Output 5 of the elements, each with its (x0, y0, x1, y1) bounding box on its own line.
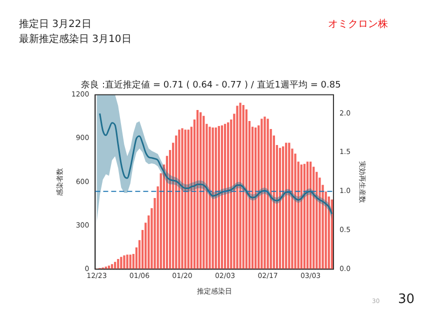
text: オミクロン株 (328, 18, 388, 31)
chart-title: 奈良 :直近推定値 = 0.71 ( 0.64 - 0.77 ) / 直近1週平均 = 0.85 (81, 80, 341, 91)
text: 30 (398, 292, 415, 307)
text: 最新推定感染日 3月10日 (19, 32, 132, 46)
text: 推定日 3月22日 (19, 18, 92, 31)
